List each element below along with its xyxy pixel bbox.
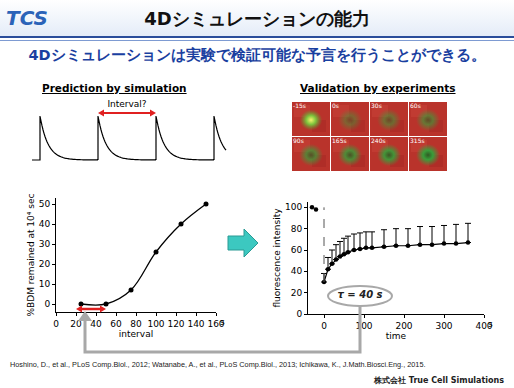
svg-text:20: 20 <box>70 319 82 329</box>
html-text:Interval?: Interval? <box>107 99 147 109</box>
svg-text:time: time <box>386 331 407 341</box>
html-text:-15s: -15s <box>293 102 306 109</box>
html-text:315s: 315s <box>410 137 425 144</box>
svg-text:400: 400 <box>475 321 492 331</box>
svg-text:0: 0 <box>321 321 327 331</box>
svg-text:120: 120 <box>167 319 184 329</box>
svg-text:%BDM remained at 10⁴ sec: %BDM remained at 10⁴ sec <box>26 193 36 316</box>
svg-text:s: s <box>220 317 225 327</box>
svg-text:160: 160 <box>207 319 224 329</box>
svg-text:40: 40 <box>291 266 303 276</box>
html-text:Hoshino, D., et al., PLoS Comp: Hoshino, D., et al., PLoS Comp.Biol., 20… <box>10 360 426 369</box>
svg-text:60: 60 <box>110 319 122 329</box>
svg-text:80: 80 <box>291 224 303 234</box>
svg-text:100: 100 <box>147 319 164 329</box>
svg-text:20: 20 <box>291 288 303 298</box>
svg-text:200: 200 <box>395 321 412 331</box>
svg-text:0: 0 <box>44 299 50 309</box>
html-text:Validation by experiments: Validation by experiments <box>300 82 456 94</box>
svg-text:60: 60 <box>291 245 303 255</box>
svg-text:10: 10 <box>39 279 51 289</box>
html-text:TCS: TCS <box>6 6 48 30</box>
svg-text:0: 0 <box>296 309 302 319</box>
svg-text:fluorescence intensity: fluorescence intensity <box>272 208 282 308</box>
html-text:Prediction by simulation: Prediction by simulation <box>42 82 187 94</box>
html-text:90s: 90s <box>293 137 304 144</box>
html-text:4Dシミュレーションは実験で検証可能な予言を行うことができる: 4Dシミュレーションは実験で検証可能な予言を行うことができる。 <box>28 47 486 63</box>
svg-text:100: 100 <box>355 321 372 331</box>
svg-text:140: 140 <box>187 319 204 329</box>
svg-text:80: 80 <box>130 319 142 329</box>
html-text:τ = 40 s: τ = 40 s <box>337 289 383 300</box>
html-text:4Dシミュレーションの能力: 4Dシミュレーションの能力 <box>144 8 370 29</box>
svg-text:100: 100 <box>285 202 302 212</box>
html-text:60s: 60s <box>410 102 421 109</box>
svg-text:40: 40 <box>39 219 51 229</box>
html-text:0s: 0s <box>332 102 339 109</box>
svg-text:s: s <box>488 319 493 329</box>
html-text:株式会社 True Cell Simulations: 株式会社 True Cell Simulations <box>374 376 504 385</box>
svg-text:interval: interval <box>119 329 153 339</box>
svg-text:30: 30 <box>39 239 51 249</box>
svg-text:0: 0 <box>53 319 59 329</box>
svg-text:40: 40 <box>90 319 102 329</box>
svg-text:20: 20 <box>39 259 51 269</box>
svg-text:50: 50 <box>39 199 51 209</box>
html-text:240s: 240s <box>371 137 386 144</box>
html-text:30s: 30s <box>371 102 382 109</box>
html-text:165s: 165s <box>332 137 347 144</box>
svg-text:300: 300 <box>435 321 452 331</box>
